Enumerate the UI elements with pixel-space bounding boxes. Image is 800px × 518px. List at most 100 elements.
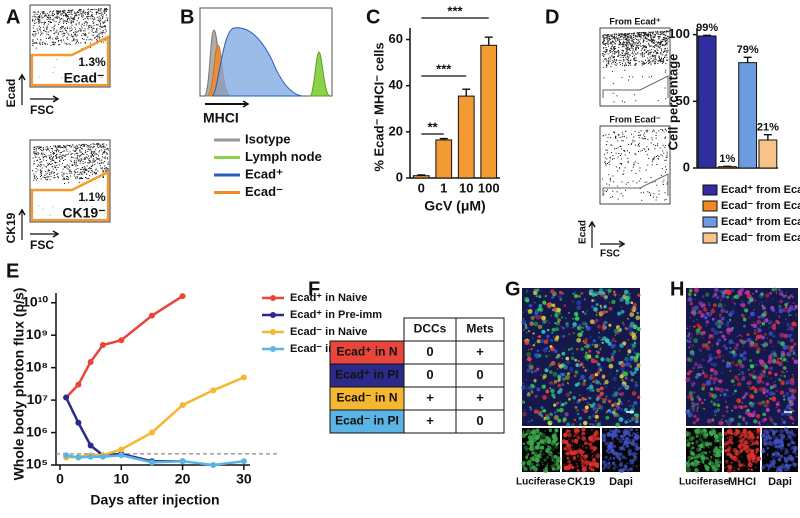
- micrograph-speck: [788, 400, 792, 404]
- flow-dot: [625, 167, 626, 168]
- micrograph-speck: [733, 302, 735, 304]
- micrograph-speck: [625, 300, 630, 305]
- micrograph-speck: [550, 345, 553, 348]
- flow-dot: [75, 31, 76, 32]
- flow-dot: [620, 163, 621, 164]
- channel-tile-speck: [537, 463, 540, 466]
- flow-dot: [63, 155, 64, 156]
- micrograph-speck: [567, 372, 570, 375]
- micrograph-speck: [723, 393, 727, 397]
- micrograph-speck: [617, 312, 621, 316]
- flow-dot: [84, 28, 85, 29]
- channel-tile-speck: [686, 468, 691, 473]
- flow-dot: [80, 161, 81, 162]
- flow-dot: [68, 177, 69, 178]
- flow-dot: [643, 32, 644, 33]
- flow-dot: [78, 42, 79, 43]
- channel-tile-speck: [705, 431, 708, 434]
- flow-dot: [608, 134, 609, 135]
- flow-dot: [630, 65, 631, 66]
- flow-dot: [62, 36, 63, 37]
- flow-dot: [82, 38, 83, 39]
- flow-dot: [85, 35, 86, 36]
- micrograph-speck: [687, 409, 691, 413]
- flow-dot: [84, 168, 85, 169]
- channel-tile-speck: [539, 432, 542, 435]
- flow-dot: [94, 19, 95, 20]
- flow-dot: [107, 154, 108, 155]
- micrograph-speck: [592, 402, 596, 406]
- micrograph-speck: [595, 420, 597, 422]
- channel-tile-speck: [591, 429, 593, 431]
- flow-dot: [78, 17, 79, 18]
- flow-dot: [81, 9, 82, 10]
- flow-dot: [62, 31, 63, 32]
- flow-dot: [90, 172, 91, 173]
- flow-dot: [621, 193, 622, 194]
- flow-dot: [92, 9, 93, 10]
- flow-dot: [44, 43, 45, 44]
- micrograph-speck: [738, 374, 739, 375]
- flow-dot: [612, 196, 613, 197]
- micrograph-speck: [751, 412, 756, 417]
- flow-dot: [87, 14, 88, 15]
- flow-dot: [48, 169, 49, 170]
- flow-dot: [74, 162, 75, 163]
- flow-dot: [618, 55, 619, 56]
- flow-dot: [76, 164, 77, 165]
- flow-dot: [629, 39, 630, 40]
- micrograph-speck: [795, 355, 797, 357]
- flow-dot: [608, 60, 609, 61]
- flow-dot: [643, 45, 644, 46]
- flow-dot: [656, 33, 657, 34]
- flow-dot: [616, 34, 617, 35]
- flow-dot: [629, 152, 630, 153]
- flow-dot: [105, 26, 106, 27]
- flow-dot: [61, 28, 62, 29]
- flow-dot: [666, 31, 667, 32]
- micrograph-speck: [583, 421, 587, 425]
- flow-dot: [643, 39, 644, 40]
- micrograph-speck: [688, 346, 690, 348]
- channel-tile-speck: [604, 464, 607, 467]
- micrograph-speck: [616, 369, 619, 372]
- micrograph-speck: [574, 291, 576, 293]
- channel-tile-speck: [692, 448, 694, 450]
- flow-dot: [39, 42, 40, 43]
- micrograph-speck: [728, 339, 733, 344]
- micrograph-speck: [577, 409, 579, 411]
- flow-dot: [611, 63, 612, 64]
- significance-label: **: [427, 119, 438, 134]
- flow-dot: [62, 176, 63, 177]
- flow-dot: [80, 178, 81, 179]
- channel-tile-speck: [612, 467, 615, 470]
- micrograph-speck: [778, 359, 779, 360]
- channel-tile-speck: [719, 464, 720, 465]
- flow-dot: [49, 170, 50, 171]
- flow-dot: [632, 142, 633, 143]
- micrograph-speck: [753, 345, 755, 347]
- flow-dot: [657, 145, 658, 146]
- flow-dot: [87, 165, 88, 166]
- table-cell-text: +: [476, 344, 484, 359]
- flow-dot: [54, 14, 55, 15]
- table-row-label: Ecad⁺ in N: [336, 345, 397, 359]
- flow-dot: [72, 153, 73, 154]
- channel-tile-speck: [632, 432, 634, 434]
- flow-dot: [71, 154, 72, 155]
- channel-tile-speck: [696, 440, 699, 443]
- flow-dot: [609, 37, 610, 38]
- micrograph-speck: [608, 294, 609, 295]
- micrograph-speck: [726, 327, 731, 332]
- micrograph-speck: [701, 367, 702, 368]
- flow-dot: [663, 52, 664, 53]
- flow-dot: [51, 164, 52, 165]
- flow-dot: [55, 32, 56, 33]
- flow-dot: [36, 180, 37, 181]
- flow-dot: [97, 143, 98, 144]
- flow-dot: [102, 154, 103, 155]
- flow-dot: [607, 37, 608, 38]
- micrograph-speck: [740, 371, 744, 375]
- channel-tile-speck: [522, 434, 526, 438]
- channel-tile-speck: [708, 451, 711, 454]
